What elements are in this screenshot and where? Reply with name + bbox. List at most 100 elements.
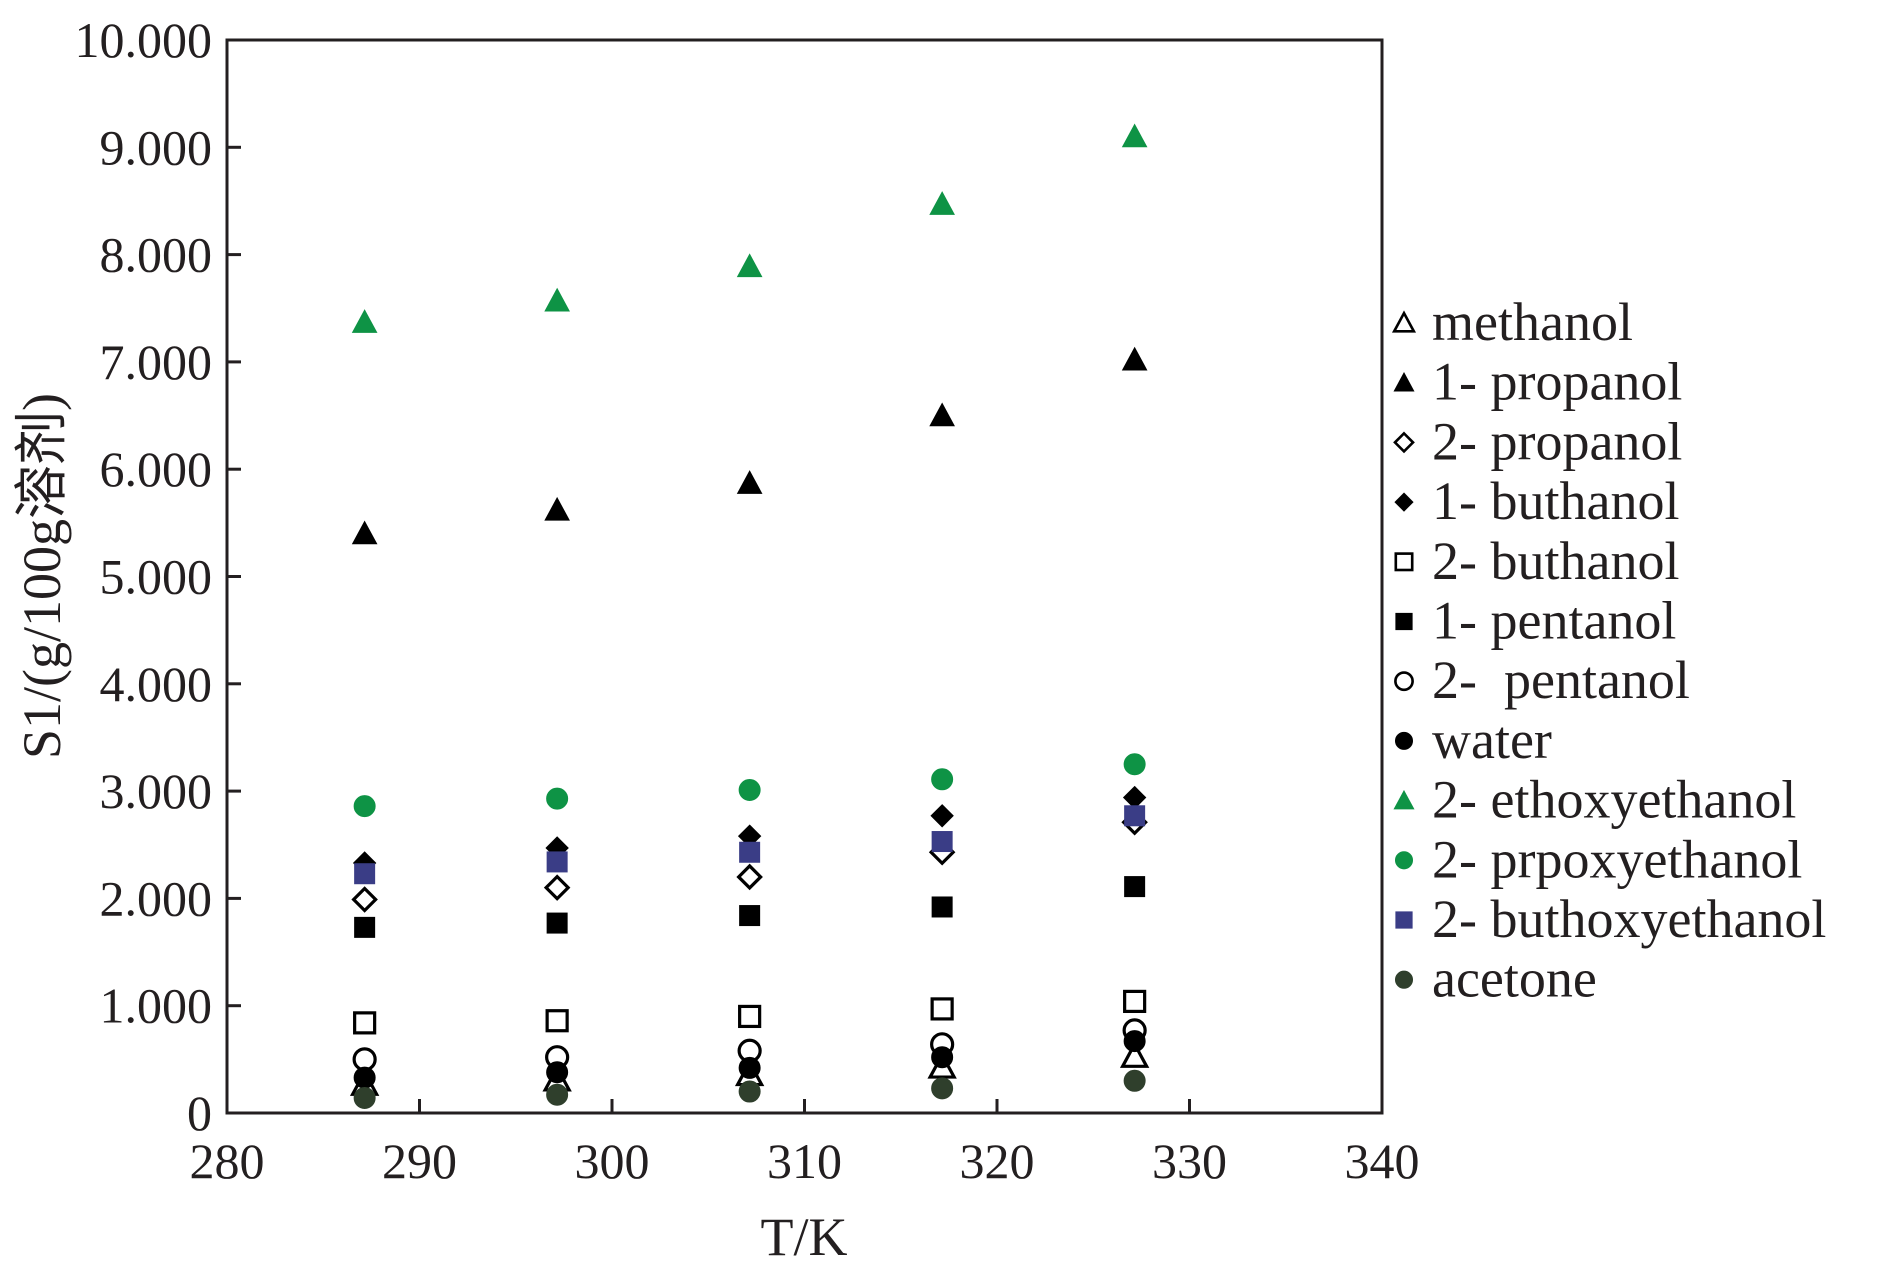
legend-item: water xyxy=(1394,710,1552,770)
data-point xyxy=(351,309,378,333)
legend-item: 2- buthanol xyxy=(1394,531,1679,591)
legend-marker xyxy=(1393,431,1415,454)
data-point xyxy=(351,886,378,913)
y-tick-label: 4.000 xyxy=(100,656,213,712)
legend-label: water xyxy=(1432,710,1552,770)
y-tick-label: 5.000 xyxy=(100,549,213,605)
x-tick-label: 280 xyxy=(190,1133,265,1189)
legend-marker xyxy=(1394,552,1414,572)
series-8 xyxy=(351,123,1148,333)
data-point xyxy=(546,1083,569,1106)
data-point xyxy=(1123,989,1147,1014)
data-point xyxy=(931,831,953,853)
data-point xyxy=(1119,1040,1150,1068)
legend-label: methanol xyxy=(1432,292,1633,352)
series-6 xyxy=(352,1018,1147,1072)
legend-label: 2- buthanol xyxy=(1432,531,1679,591)
data-point xyxy=(354,916,376,938)
y-tick-label: 7.000 xyxy=(100,334,213,390)
data-point xyxy=(545,1009,569,1033)
plot-frame xyxy=(225,38,1384,1115)
data-point xyxy=(1123,753,1146,776)
x-tick-label: 300 xyxy=(575,1133,650,1189)
data-point xyxy=(931,768,954,791)
series-7 xyxy=(353,1030,1146,1089)
data-point xyxy=(546,912,568,934)
x-tick-label: 320 xyxy=(960,1133,1035,1189)
legend-label: 2- pentanol xyxy=(1432,650,1690,710)
legend-marker xyxy=(1394,671,1414,692)
y-axis-title: S1/(g/100g溶剂) xyxy=(12,393,72,759)
data-point xyxy=(738,1080,761,1103)
data-point xyxy=(736,253,763,278)
x-tick-label: 290 xyxy=(382,1133,457,1189)
data-point xyxy=(543,874,571,901)
data-point xyxy=(931,1077,954,1100)
data-point xyxy=(736,863,763,891)
y-tick-label: 8.000 xyxy=(100,227,213,283)
series-1 xyxy=(351,346,1148,545)
data-point xyxy=(1121,123,1148,148)
y-axis: 0 1.000 2.000 3.000 4.000 5.000 6.000 7.000 8.00… xyxy=(75,12,241,1141)
data-point xyxy=(929,402,955,427)
y-tick-label: 3.000 xyxy=(100,763,213,819)
data-point xyxy=(739,841,761,863)
legend-item: 1- pentanol xyxy=(1395,591,1676,651)
data-point xyxy=(930,997,954,1021)
series-9 xyxy=(353,753,1146,818)
legend-label: 2- ethoxyethanol xyxy=(1432,770,1796,830)
y-tick-label: 10.000 xyxy=(75,12,213,68)
data-point xyxy=(931,1046,954,1069)
data-point xyxy=(546,787,569,810)
series-10 xyxy=(354,805,1146,885)
legend-label: 2- propanol xyxy=(1432,411,1682,471)
data-point xyxy=(354,863,376,885)
series-4 xyxy=(353,989,1147,1035)
legend-item: 2- pentanol xyxy=(1394,650,1690,710)
legend-label: 2- prpoxyethanol xyxy=(1432,829,1802,889)
legend-item: 2- propanol xyxy=(1393,411,1682,471)
legend-item: 1- buthanol xyxy=(1394,471,1679,531)
legend-marker xyxy=(1394,492,1414,512)
x-tick-label: 330 xyxy=(1152,1133,1227,1189)
data-point xyxy=(546,1061,569,1084)
x-tick-label: 310 xyxy=(767,1133,842,1189)
x-tick-label: 340 xyxy=(1345,1133,1420,1189)
data-point xyxy=(1123,1069,1146,1092)
data-point xyxy=(736,470,763,494)
legend-marker xyxy=(1394,970,1414,989)
data-point xyxy=(544,496,570,521)
legend-marker xyxy=(1391,310,1417,333)
data-point xyxy=(738,1004,762,1029)
y-tick-label: 0 xyxy=(187,1085,212,1141)
data-point xyxy=(1122,785,1147,810)
data-point xyxy=(353,795,376,818)
data-point xyxy=(739,905,761,927)
data-point xyxy=(353,1066,376,1089)
legend-marker xyxy=(1395,612,1413,631)
legend-item: methanol xyxy=(1391,292,1633,352)
x-axis: 280 290 300 310 320 330 340 xyxy=(190,1099,1420,1189)
data-point xyxy=(546,851,568,873)
legend-item: acetone xyxy=(1394,949,1597,1009)
legend-marker xyxy=(1395,911,1413,929)
y-tick-label: 1.000 xyxy=(100,978,213,1034)
legend-label: 2- buthoxyethanol xyxy=(1432,889,1826,949)
series-11 xyxy=(353,1069,1146,1109)
data-point xyxy=(1123,1030,1146,1053)
data-point xyxy=(544,287,570,312)
legend-item: 2- buthoxyethanol xyxy=(1395,889,1826,949)
data-point xyxy=(931,896,953,918)
data-point xyxy=(353,1011,377,1035)
legend-label: 1- pentanol xyxy=(1432,591,1676,651)
data-point xyxy=(1124,876,1146,898)
legend-item: 2- prpoxyethanol xyxy=(1394,829,1802,889)
y-tick-label: 6.000 xyxy=(100,441,213,497)
series-5 xyxy=(354,876,1146,938)
legend-label: 1- propanol xyxy=(1432,352,1682,412)
data-point xyxy=(929,191,955,215)
data-point xyxy=(1121,346,1148,371)
legend-marker xyxy=(1394,731,1414,750)
